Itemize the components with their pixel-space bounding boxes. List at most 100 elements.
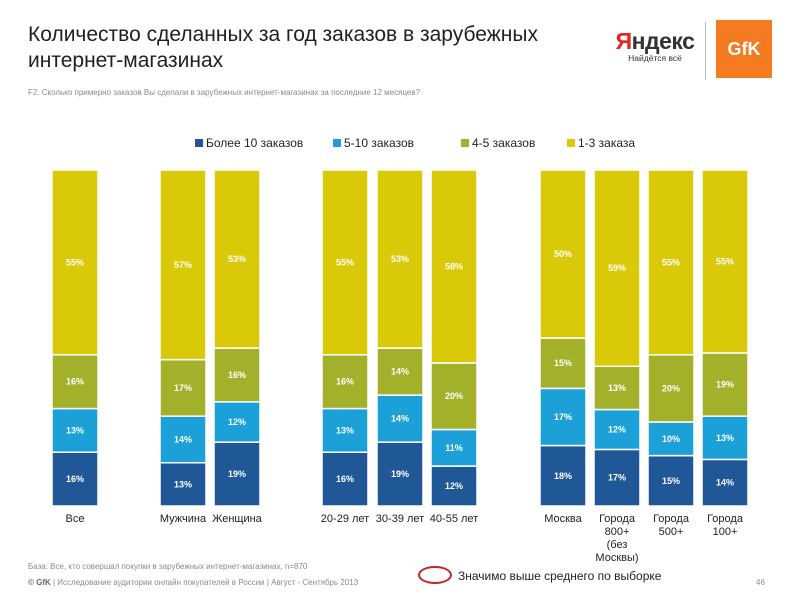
data-label: 53% bbox=[391, 254, 409, 264]
data-label: 55% bbox=[662, 257, 680, 267]
bar-segment bbox=[647, 421, 695, 457]
data-label: 20% bbox=[662, 383, 680, 393]
legend-label: 1-3 заказа bbox=[578, 136, 635, 150]
category-label: Города bbox=[707, 513, 744, 525]
data-label: 16% bbox=[336, 474, 354, 484]
yandex-logo-rest: ндекс bbox=[631, 28, 695, 54]
gfk-logo-text: GfK bbox=[727, 38, 761, 59]
question-subtitle: F2. Сколько примерно заказов Вы сделали … bbox=[28, 88, 421, 97]
bar-segment bbox=[321, 354, 369, 410]
data-label: 13% bbox=[336, 425, 354, 435]
gfk-logo: GfK bbox=[716, 20, 772, 78]
copyright-line: © GfK | Исследование аудитории онлайн по… bbox=[28, 578, 358, 587]
category-label: 30-39 лет bbox=[376, 513, 424, 525]
data-label: 14% bbox=[716, 478, 734, 488]
base-note: База: Все, кто совершал покупки в зарубе… bbox=[28, 562, 308, 571]
bar-segment bbox=[539, 337, 587, 390]
bar-segment bbox=[430, 465, 478, 507]
legend-label: 4-5 заказов bbox=[472, 136, 535, 150]
yandex-tagline: Найдётся всё bbox=[628, 53, 682, 63]
data-label: 14% bbox=[391, 367, 409, 377]
bar-segment bbox=[159, 169, 207, 361]
category-label: 100+ bbox=[713, 526, 738, 538]
bar-segment bbox=[213, 401, 261, 443]
data-label: 14% bbox=[174, 434, 192, 444]
bar-segment bbox=[430, 362, 478, 431]
bar-segment bbox=[376, 441, 424, 507]
data-label: 57% bbox=[174, 260, 192, 270]
data-label: 19% bbox=[228, 469, 246, 479]
category-label: 40-55 лет bbox=[430, 513, 478, 525]
data-label: 15% bbox=[662, 476, 680, 486]
bar-segment bbox=[321, 451, 369, 507]
bar-segment bbox=[321, 407, 369, 453]
legend-swatch bbox=[461, 139, 469, 147]
data-label: 12% bbox=[228, 417, 246, 427]
significance-oval-icon bbox=[418, 566, 452, 584]
data-label: 55% bbox=[336, 257, 354, 267]
category-label: 500+ bbox=[659, 526, 684, 538]
bar-segment bbox=[593, 365, 641, 411]
data-label: 59% bbox=[608, 263, 626, 273]
bar-segment bbox=[51, 169, 99, 356]
category-label: Москвы) bbox=[595, 552, 638, 564]
data-label: 13% bbox=[66, 425, 84, 435]
data-label: 18% bbox=[554, 471, 572, 481]
category-label: Москва bbox=[544, 513, 582, 525]
copyright-brand: © GfK bbox=[28, 578, 51, 587]
bar-segment bbox=[593, 169, 641, 368]
data-label: 19% bbox=[391, 469, 409, 479]
category-label: Мужчина bbox=[160, 513, 207, 525]
data-label: 15% bbox=[554, 358, 572, 368]
category-label: Женщина bbox=[212, 513, 262, 525]
bar-segment bbox=[593, 448, 641, 507]
page-number: 46 bbox=[756, 578, 765, 587]
data-label: 19% bbox=[716, 380, 734, 390]
data-label: 55% bbox=[66, 257, 84, 267]
data-label: 17% bbox=[554, 412, 572, 422]
category-label: 800+ bbox=[605, 526, 630, 538]
bar-segment bbox=[539, 444, 587, 507]
bar-segment bbox=[701, 458, 749, 507]
bar-segment bbox=[213, 169, 261, 349]
data-label: 12% bbox=[608, 424, 626, 434]
data-label: 13% bbox=[174, 479, 192, 489]
legend-swatch bbox=[195, 139, 203, 147]
bar-segment bbox=[321, 169, 369, 356]
data-label: 53% bbox=[228, 254, 246, 264]
bar-segment bbox=[159, 358, 207, 417]
category-label: Города bbox=[653, 513, 690, 525]
data-label: 16% bbox=[228, 370, 246, 380]
category-label: Города bbox=[599, 513, 636, 525]
data-label: 14% bbox=[391, 414, 409, 424]
bar-segment bbox=[647, 454, 695, 507]
bar-segment bbox=[539, 169, 587, 339]
data-label: 13% bbox=[716, 433, 734, 443]
bar-segment bbox=[430, 169, 478, 364]
data-label: 50% bbox=[554, 249, 572, 259]
bar-segment bbox=[159, 415, 207, 464]
page-title: Количество сделанных за год заказов в за… bbox=[28, 23, 538, 72]
bar-segment bbox=[539, 387, 587, 447]
data-label: 16% bbox=[336, 377, 354, 387]
category-label: 20-29 лет bbox=[321, 513, 369, 525]
category-label: (без bbox=[607, 539, 628, 551]
data-label: 58% bbox=[445, 261, 463, 271]
data-label: 16% bbox=[66, 474, 84, 484]
legend-swatch bbox=[567, 139, 575, 147]
legend-label: Более 10 заказов bbox=[206, 136, 303, 150]
data-label: 20% bbox=[445, 391, 463, 401]
data-label: 17% bbox=[174, 383, 192, 393]
bar-segment bbox=[376, 169, 424, 349]
data-label: 17% bbox=[608, 473, 626, 483]
yandex-logo: Яндекс Найдётся всё bbox=[612, 28, 698, 63]
bar-segment bbox=[647, 169, 695, 356]
bar-segment bbox=[213, 347, 261, 403]
data-label: 12% bbox=[445, 481, 463, 491]
logo-divider bbox=[705, 22, 706, 80]
yandex-logo-first-letter: Я bbox=[615, 28, 633, 54]
data-label: 16% bbox=[66, 377, 84, 387]
data-label: 55% bbox=[716, 256, 734, 266]
bar-segment bbox=[647, 354, 695, 423]
